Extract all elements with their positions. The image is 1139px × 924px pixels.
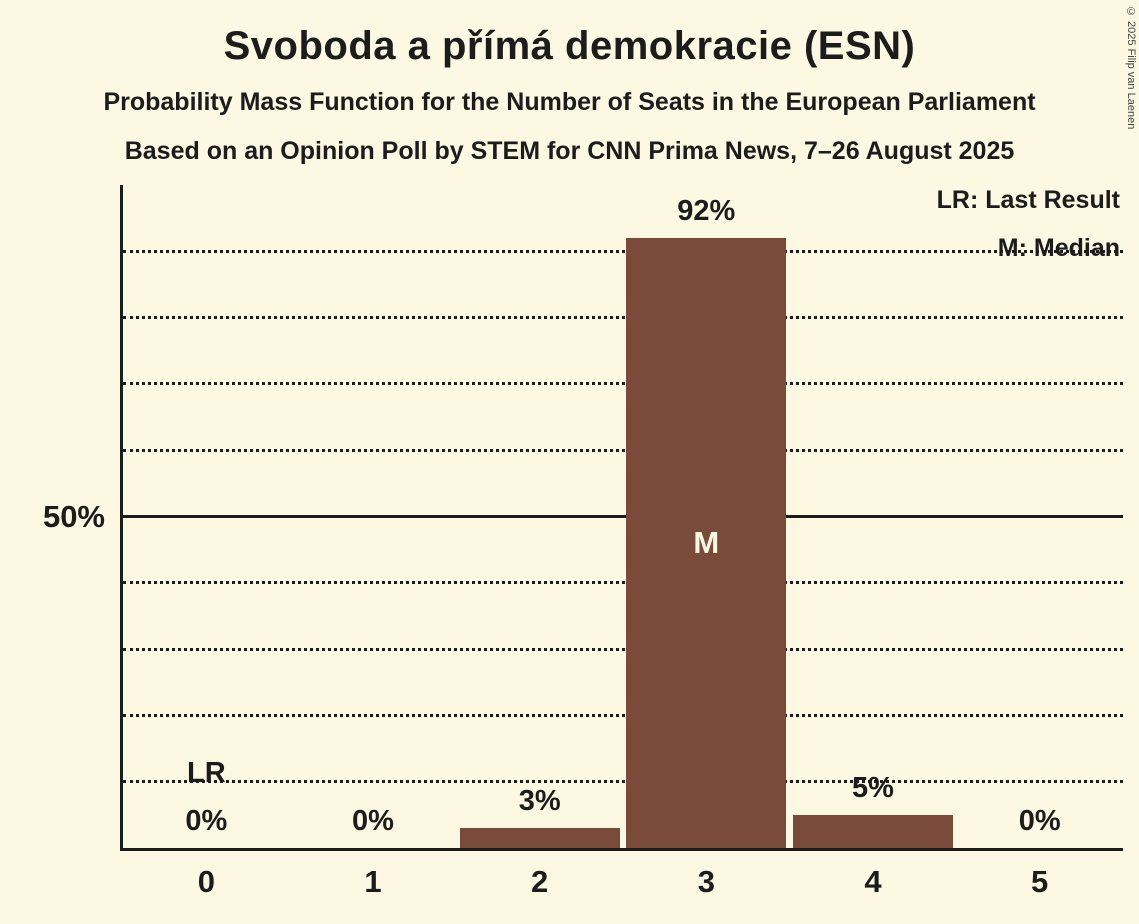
gridline-80 — [123, 316, 1123, 320]
bar-seats-4 — [793, 814, 953, 848]
legend-last-result: LR: Last Result — [936, 186, 1120, 214]
last-result-marker: LR — [186, 757, 226, 789]
bar-value-label-3: 92% — [677, 195, 736, 228]
gridline-30 — [123, 647, 1123, 651]
x-tick-2: 2 — [531, 864, 549, 899]
bar-value-label-5: 0% — [1018, 805, 1061, 837]
chart-subtitle-2: Based on an Opinion Poll by STEM for CNN… — [124, 137, 1015, 165]
gridline-70 — [123, 382, 1123, 386]
plot-area: 0% 0 0% 1 3% 2 92% 3 5% 4 0% 5 M LR 50% — [43, 185, 1123, 899]
bar-seats-3 — [626, 238, 787, 848]
y-tick-50: 50% — [42, 498, 105, 534]
gridline-20 — [123, 713, 1123, 717]
bar-value-label-2: 3% — [518, 785, 561, 818]
gridline-60 — [123, 448, 1123, 452]
gridline-10 — [123, 780, 1123, 784]
bar-value-label-1: 0% — [352, 805, 394, 837]
bar-seats-2 — [459, 828, 620, 848]
x-tick-4: 4 — [864, 864, 882, 899]
chart-title: Svoboda a přímá demokracie (ESN) — [223, 24, 916, 68]
gridline-solid-50 — [123, 515, 1123, 518]
x-tick-5: 5 — [1031, 864, 1049, 899]
median-marker: M — [693, 525, 720, 561]
bar-value-label-0: 0% — [185, 805, 228, 837]
chart-subtitle-1: Probability Mass Function for the Number… — [103, 88, 1036, 116]
gridline-40 — [123, 581, 1123, 585]
x-tick-1: 1 — [364, 864, 382, 899]
legend-median: M: Median — [997, 234, 1120, 262]
copyright-notice: © 2025 Filip van Laenen — [1125, 6, 1137, 130]
x-tick-3: 3 — [697, 864, 715, 899]
x-tick-0: 0 — [197, 864, 215, 899]
bar-value-label-4: 5% — [852, 771, 894, 804]
gridline-90 — [123, 249, 1123, 253]
